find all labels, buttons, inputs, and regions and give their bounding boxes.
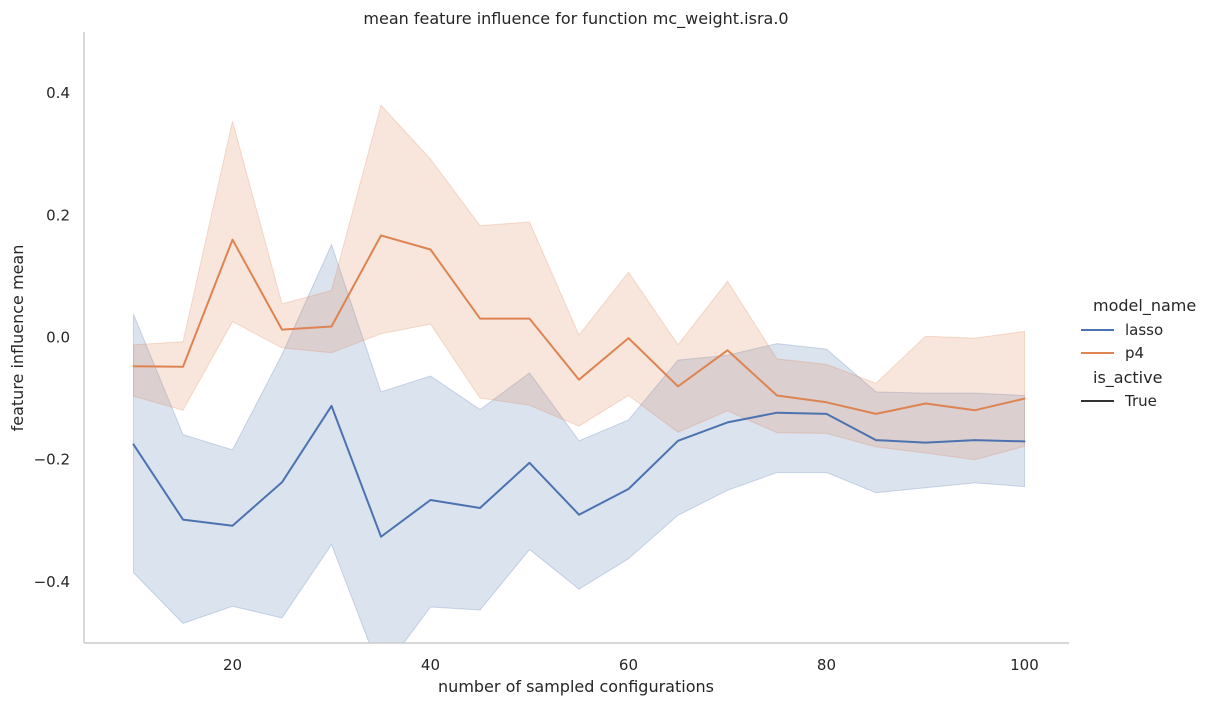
y-axis-label: feature influence mean — [8, 245, 27, 432]
x-tick-labels: 20 40 60 80 100 — [223, 656, 1039, 674]
x-tick-label: 20 — [223, 656, 242, 674]
legend-title-is-active: is_active — [1093, 368, 1162, 388]
series-lines — [132, 234, 1026, 538]
x-tick-label: 100 — [1010, 656, 1039, 674]
legend-label-lasso: lasso — [1125, 321, 1163, 339]
y-tick-label: 0.2 — [46, 206, 70, 224]
ci-band-p4 — [133, 104, 1025, 461]
legend-style-entries: True — [1081, 392, 1157, 410]
x-tick-label: 60 — [619, 656, 638, 674]
y-tick-label: −0.4 — [34, 573, 70, 591]
ci-band-lasso — [133, 243, 1025, 643]
legend-label-style: True — [1124, 392, 1157, 410]
y-tick-label: −0.2 — [34, 451, 70, 469]
y-tick-label: 0.4 — [46, 84, 70, 102]
series-line-lasso — [132, 404, 1026, 538]
legend-hue-entries: lasso p4 — [1081, 321, 1163, 362]
chart-title: mean feature influence for function mc_w… — [363, 9, 788, 29]
legend-title-model-name: model_name — [1093, 296, 1196, 316]
series-line-p4 — [132, 234, 1026, 415]
y-tick-labels: −0.4 −0.2 0.0 0.2 0.4 — [34, 84, 70, 591]
legend-label-p4: p4 — [1125, 344, 1144, 362]
confidence-bands — [133, 104, 1025, 643]
y-tick-label: 0.0 — [46, 329, 70, 347]
x-tick-label: 40 — [421, 656, 440, 674]
x-tick-label: 80 — [817, 656, 836, 674]
x-axis-label: number of sampled configurations — [438, 677, 714, 696]
legend: model_name lasso p4 is_active True — [1081, 296, 1196, 410]
